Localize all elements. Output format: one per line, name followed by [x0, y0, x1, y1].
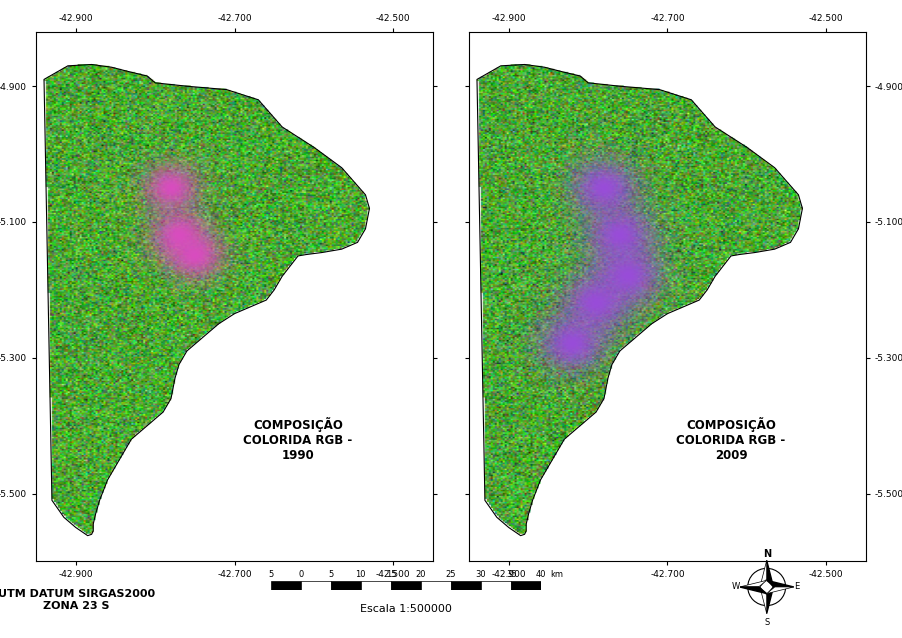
Text: S: S	[764, 618, 769, 627]
Text: 15: 15	[386, 570, 396, 579]
Text: COMPOSIÇÃO
COLORIDA RGB -
2009: COMPOSIÇÃO COLORIDA RGB - 2009	[676, 417, 786, 462]
Polygon shape	[767, 587, 794, 593]
Bar	[300, 581, 331, 590]
Text: E: E	[794, 582, 799, 591]
Bar	[391, 581, 421, 590]
Bar	[451, 581, 481, 590]
Text: 35: 35	[506, 570, 517, 579]
Text: Escala 1:500000: Escala 1:500000	[360, 604, 452, 614]
Text: 5: 5	[268, 570, 273, 579]
Polygon shape	[740, 587, 767, 593]
Bar	[481, 581, 511, 590]
Text: UTM DATUM SIRGAS2000
ZONA 23 S: UTM DATUM SIRGAS2000 ZONA 23 S	[0, 589, 155, 611]
Polygon shape	[740, 581, 767, 587]
Bar	[421, 581, 451, 590]
Text: 40: 40	[536, 570, 547, 579]
Text: COMPOSIÇÃO
COLORIDA RGB -
1990: COMPOSIÇÃO COLORIDA RGB - 1990	[244, 417, 353, 462]
Text: 25: 25	[446, 570, 456, 579]
Polygon shape	[759, 560, 767, 587]
Text: 20: 20	[416, 570, 426, 579]
Text: 30: 30	[475, 570, 486, 579]
Polygon shape	[767, 587, 773, 614]
Polygon shape	[767, 560, 773, 587]
Text: 0: 0	[298, 570, 303, 579]
Polygon shape	[759, 587, 767, 614]
Bar	[511, 581, 541, 590]
Bar	[361, 581, 391, 590]
Text: 10: 10	[355, 570, 366, 579]
Text: 5: 5	[328, 570, 334, 579]
Bar	[271, 581, 300, 590]
Text: N: N	[762, 549, 771, 559]
Text: W: W	[732, 582, 740, 591]
Bar	[331, 581, 361, 590]
Text: km: km	[550, 570, 563, 579]
Polygon shape	[767, 581, 794, 587]
